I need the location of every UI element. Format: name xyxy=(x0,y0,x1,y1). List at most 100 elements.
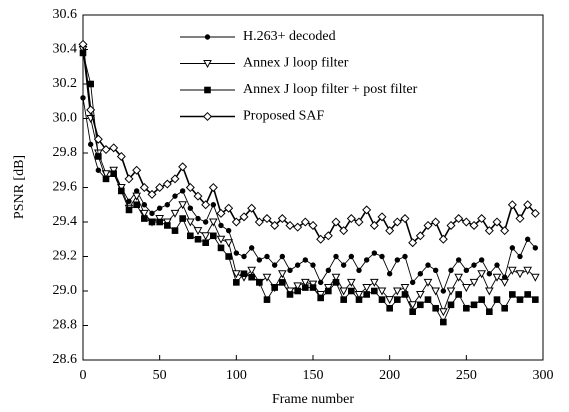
marker xyxy=(524,236,531,242)
marker xyxy=(285,220,295,230)
marker xyxy=(302,284,309,291)
marker xyxy=(216,235,226,244)
marker xyxy=(455,257,462,263)
y-tick-label: 29.0 xyxy=(53,283,78,298)
marker xyxy=(187,232,194,240)
marker xyxy=(463,304,470,312)
marker xyxy=(394,257,401,263)
marker xyxy=(331,273,341,282)
marker xyxy=(201,200,211,210)
x-tick-label: 300 xyxy=(533,368,554,383)
marker xyxy=(425,262,431,268)
marker xyxy=(333,253,339,260)
marker xyxy=(133,201,140,209)
marker xyxy=(463,267,470,273)
marker xyxy=(141,202,148,208)
marker xyxy=(277,270,287,279)
marker xyxy=(415,231,425,241)
marker xyxy=(356,267,362,273)
marker xyxy=(378,296,386,303)
marker xyxy=(316,234,326,244)
marker xyxy=(170,174,180,184)
marker xyxy=(509,291,516,298)
marker xyxy=(87,141,94,148)
marker xyxy=(493,296,501,303)
marker xyxy=(469,220,479,230)
marker xyxy=(240,270,248,278)
marker xyxy=(210,202,217,208)
marker xyxy=(354,290,364,300)
marker xyxy=(139,209,149,218)
marker xyxy=(110,170,117,177)
marker xyxy=(377,212,387,222)
marker xyxy=(486,308,493,315)
marker xyxy=(156,205,163,211)
marker xyxy=(293,222,303,232)
marker xyxy=(431,287,441,296)
marker xyxy=(185,182,195,193)
marker xyxy=(132,165,142,175)
marker xyxy=(346,278,356,287)
marker xyxy=(454,214,464,224)
marker xyxy=(125,206,133,214)
marker xyxy=(248,245,255,251)
marker xyxy=(402,253,408,260)
marker xyxy=(469,278,479,287)
marker xyxy=(507,266,517,275)
marker xyxy=(179,188,186,194)
marker xyxy=(185,218,195,227)
marker xyxy=(271,284,278,291)
marker xyxy=(141,215,148,222)
marker xyxy=(454,273,464,282)
marker xyxy=(432,267,439,273)
marker xyxy=(515,270,525,279)
marker xyxy=(171,227,179,234)
y-tick-label: 30.6 xyxy=(53,7,78,22)
marker xyxy=(271,262,278,268)
marker xyxy=(486,271,493,277)
marker xyxy=(477,270,487,279)
marker xyxy=(509,245,516,251)
marker xyxy=(331,217,341,227)
marker xyxy=(417,271,424,277)
marker xyxy=(225,253,232,260)
marker xyxy=(348,287,355,295)
legend-label: Annex J loop filter xyxy=(243,56,349,71)
marker xyxy=(477,214,487,224)
marker xyxy=(270,220,280,230)
y-tick-label: 28.8 xyxy=(53,318,78,333)
marker xyxy=(340,262,347,268)
x-tick-label: 150 xyxy=(303,368,324,383)
marker xyxy=(187,205,194,211)
marker xyxy=(101,145,111,155)
y-tick-label: 30.0 xyxy=(53,111,78,126)
marker xyxy=(448,267,454,273)
marker xyxy=(523,266,533,275)
marker xyxy=(277,214,287,224)
marker xyxy=(348,253,355,260)
marker xyxy=(431,217,441,227)
marker xyxy=(193,191,203,201)
marker xyxy=(471,262,477,268)
y-tick-label: 30.4 xyxy=(53,42,78,57)
marker xyxy=(323,231,333,241)
marker xyxy=(86,105,96,115)
marker xyxy=(241,253,247,260)
marker xyxy=(478,257,485,263)
marker xyxy=(262,273,272,282)
y-tick-label: 29.4 xyxy=(53,214,78,229)
marker xyxy=(446,287,456,296)
marker xyxy=(400,284,410,293)
marker xyxy=(423,220,433,230)
marker xyxy=(400,214,410,224)
y-tick-label: 28.6 xyxy=(53,352,78,367)
marker xyxy=(385,226,395,236)
marker xyxy=(208,218,218,227)
marker xyxy=(93,134,103,144)
marker xyxy=(256,257,263,263)
x-tick-label: 0 xyxy=(80,368,87,383)
marker xyxy=(532,245,539,251)
marker xyxy=(80,95,86,101)
marker xyxy=(484,287,494,296)
